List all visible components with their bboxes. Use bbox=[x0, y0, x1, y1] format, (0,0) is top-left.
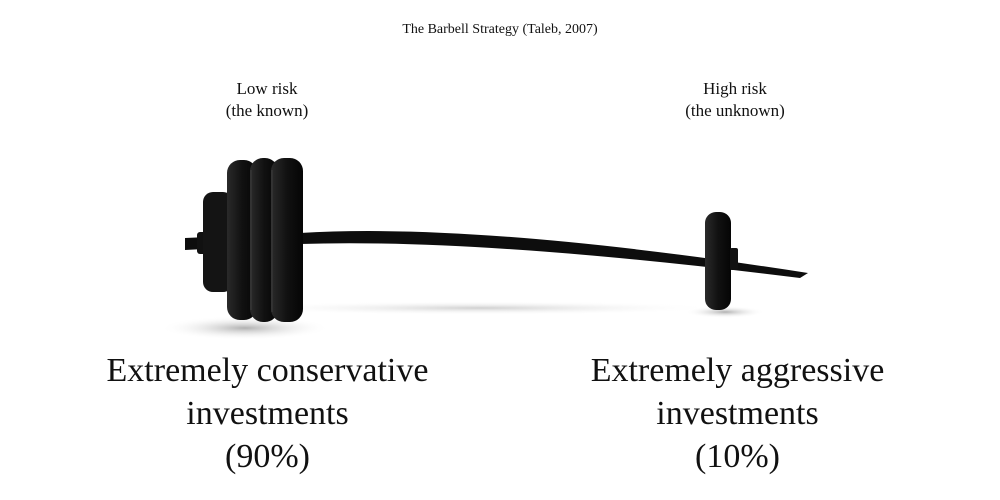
high-risk-line2: (the unknown) bbox=[685, 101, 785, 120]
left-small-plate bbox=[203, 192, 233, 292]
high-risk-label: High risk (the unknown) bbox=[660, 78, 810, 122]
left-plate-1 bbox=[227, 160, 257, 320]
right-plate-collar bbox=[730, 248, 738, 270]
low-risk-line1: Low risk bbox=[236, 79, 298, 98]
aggressive-line2: investments bbox=[656, 395, 819, 432]
low-risk-line2: (the known) bbox=[225, 101, 309, 120]
conservative-line2: investments bbox=[186, 395, 349, 432]
barbell-illustration bbox=[160, 158, 808, 340]
high-risk-line1: High risk bbox=[703, 79, 767, 98]
low-risk-label: Low risk (the known) bbox=[192, 78, 342, 122]
diagram-title: The Barbell Strategy (Taleb, 2007) bbox=[402, 22, 598, 37]
conservative-line1: Extremely conservative bbox=[106, 352, 429, 389]
aggressive-percent: (10%) bbox=[695, 438, 780, 475]
left-plate-3 bbox=[271, 158, 303, 322]
conservative-percent: (90%) bbox=[225, 438, 310, 475]
barbell-bar bbox=[185, 231, 808, 278]
conservative-allocation: Extremely conservative investments (90%) bbox=[80, 349, 455, 478]
right-plate bbox=[705, 212, 731, 310]
aggressive-line1: Extremely aggressive bbox=[590, 352, 885, 389]
right-shadow bbox=[685, 306, 765, 318]
aggressive-allocation: Extremely aggressive investments (10%) bbox=[560, 349, 915, 478]
floor-shadow bbox=[240, 301, 720, 315]
